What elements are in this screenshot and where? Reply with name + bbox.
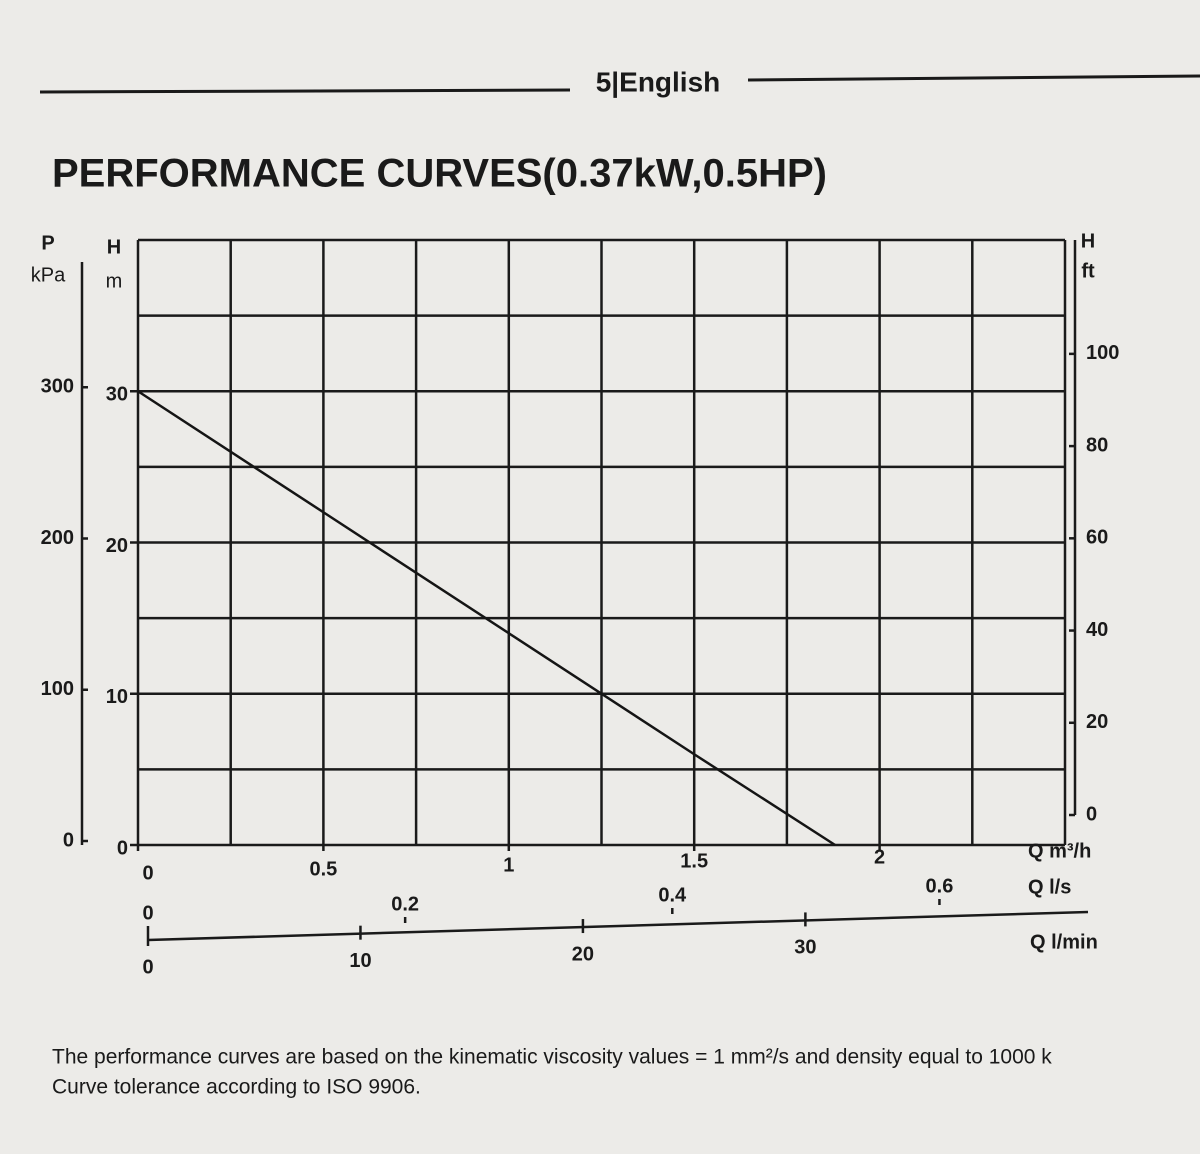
axis-label: Q l/min <box>1030 931 1098 953</box>
axis-label: Q l/s <box>1028 876 1071 898</box>
header-rule <box>747 74 1200 82</box>
axis-label: H <box>1081 230 1095 252</box>
y-tick-label: 30 <box>106 384 128 406</box>
axis-unit: ft <box>1081 260 1095 282</box>
header-rule <box>39 88 571 94</box>
page-number: 5|English <box>596 66 721 97</box>
x-tick-label: 0.4 <box>658 884 687 906</box>
y2-tick-label: 0 <box>1086 803 1097 825</box>
y2-tick-label: 40 <box>1086 619 1108 641</box>
x-tick-label: 30 <box>794 937 816 959</box>
performance-curve <box>137 390 836 847</box>
x-tick-label: 20 <box>572 943 594 965</box>
x-tick-label: 10 <box>349 950 371 972</box>
x-tick-label: 0 <box>142 956 153 978</box>
y2-tick-label: 80 <box>1086 434 1108 456</box>
x-tick-label: 0.2 <box>391 893 419 915</box>
y-tick-label: 100 <box>41 678 74 700</box>
x-tick-label: 0.5 <box>309 858 337 880</box>
y2-tick-label: 20 <box>1086 711 1108 733</box>
x-tick-label: 1.5 <box>680 850 708 872</box>
y-tick-label: 300 <box>41 376 74 398</box>
x-tick-label: 2 <box>874 846 885 868</box>
axis-label: P <box>41 232 54 254</box>
y2-tick-label: 60 <box>1086 527 1108 549</box>
y2-tick-label: 100 <box>1086 342 1119 364</box>
x-tick-label: 0 <box>142 902 153 924</box>
chart-title: PERFORMANCE CURVES(0.37kW,0.5HP) <box>52 152 827 196</box>
x-tick-label: 1 <box>503 854 514 876</box>
footnote: Curve tolerance according to ISO 9906. <box>52 1076 421 1099</box>
axis-unit: kPa <box>31 264 66 286</box>
axis-label: Q m³/h <box>1028 840 1091 862</box>
axis-line <box>147 910 1089 942</box>
y-tick-label: 200 <box>41 527 74 549</box>
axis-unit: m <box>106 270 123 292</box>
y-tick-label: 20 <box>106 535 128 557</box>
footnote: The performance curves are based on the … <box>52 1046 1052 1069</box>
y-tick-label: 10 <box>106 686 128 708</box>
x-tick-label: 0.6 <box>926 875 954 897</box>
x-tick-label: 0 <box>142 862 153 884</box>
axis-label: H <box>107 236 121 258</box>
y-tick-label: 0 <box>117 837 128 859</box>
y-tick-label: 0 <box>63 829 74 851</box>
